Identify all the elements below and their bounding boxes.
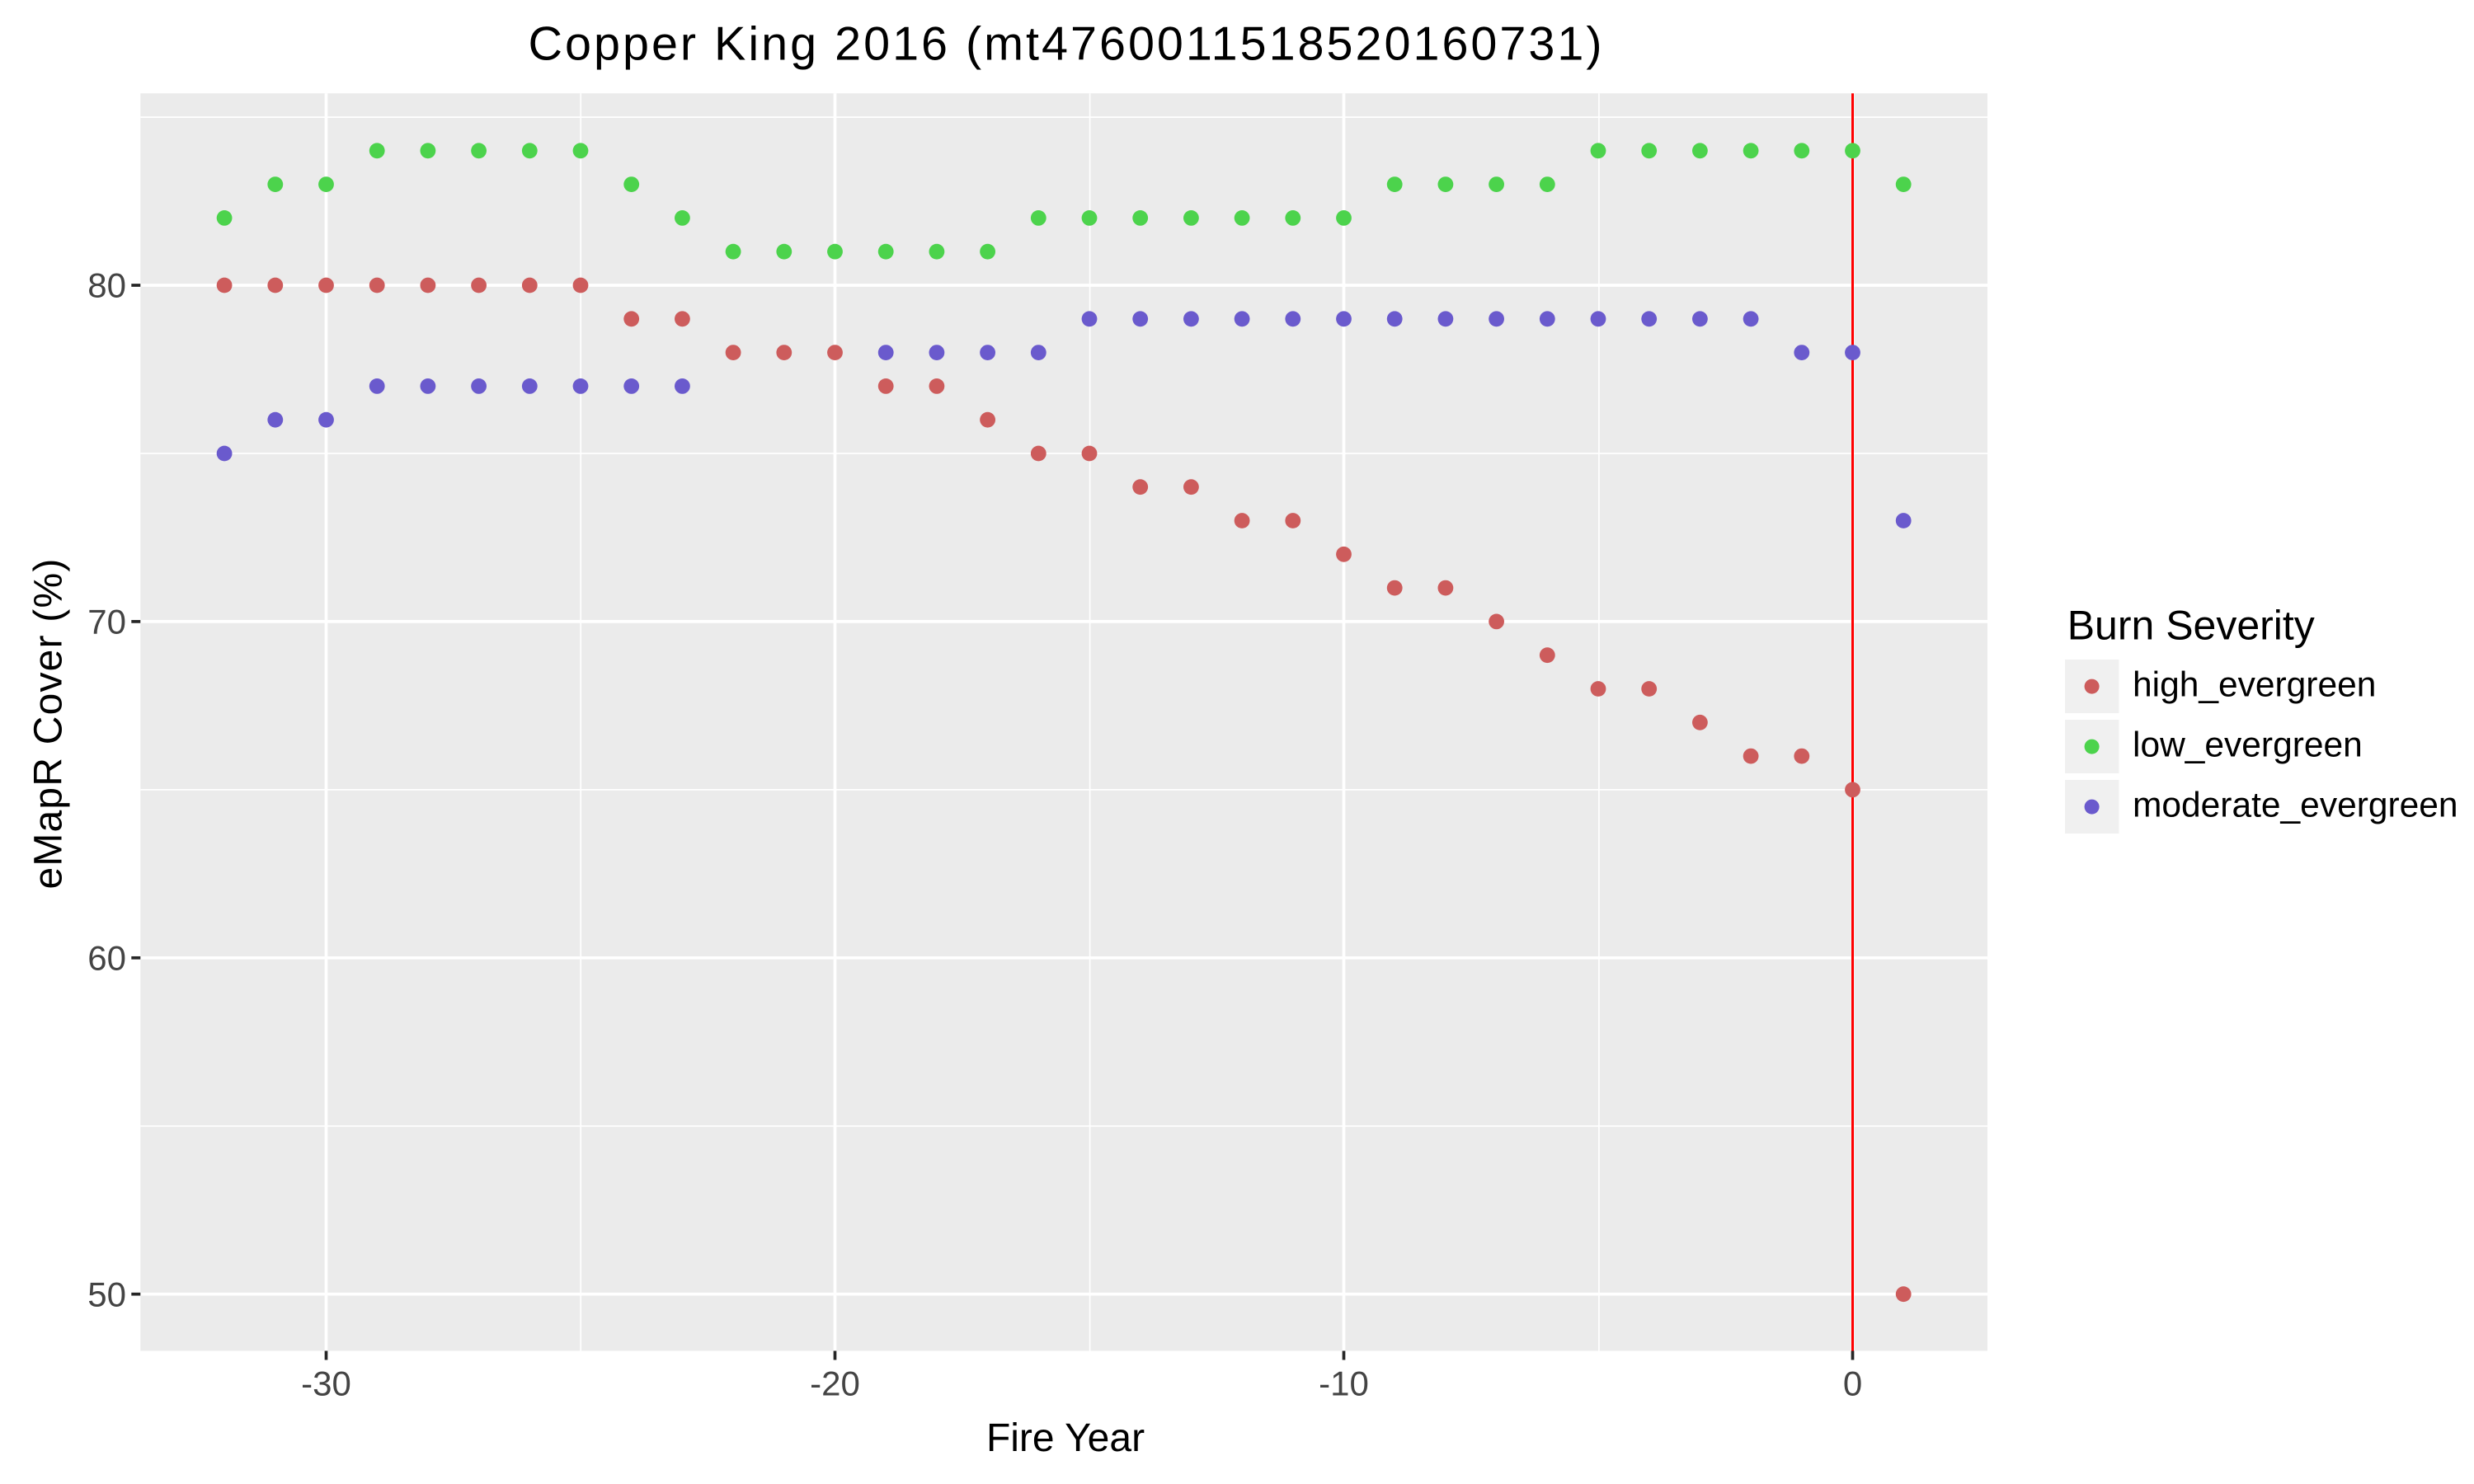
svg-text:-10: -10 — [1319, 1364, 1369, 1402]
svg-text:70: 70 — [87, 603, 126, 641]
svg-text:Burn Severity: Burn Severity — [2067, 603, 2315, 649]
svg-text:-20: -20 — [810, 1364, 860, 1402]
svg-text:-30: -30 — [301, 1364, 351, 1402]
svg-text:0: 0 — [1843, 1364, 1862, 1402]
svg-text:moderate_evergreen: moderate_evergreen — [2133, 786, 2458, 824]
svg-text:80: 80 — [87, 266, 126, 305]
svg-text:60: 60 — [87, 939, 126, 978]
svg-text:Fire Year: Fire Year — [986, 1416, 1145, 1460]
svg-text:Copper King 2016 (mt4760011518: Copper King 2016 (mt4760011518520160731) — [528, 18, 1604, 71]
svg-text:eMapR Cover (%): eMapR Cover (%) — [27, 557, 71, 889]
svg-text:low_evergreen: low_evergreen — [2133, 726, 2363, 764]
svg-text:50: 50 — [87, 1275, 126, 1313]
svg-text:high_evergreen: high_evergreen — [2133, 665, 2376, 704]
